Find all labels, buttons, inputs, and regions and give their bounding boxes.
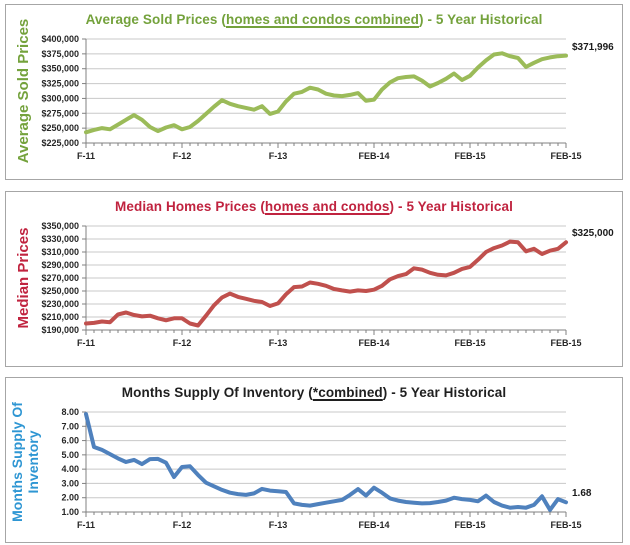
average-sold-prices-chart-panel: Average Sold Prices (homes and condos co… (5, 4, 623, 180)
x-tick-label: F-13 (269, 520, 288, 530)
y-tick-label: 7.00 (61, 421, 79, 431)
x-tick-label: FEB-15 (454, 520, 485, 530)
y-tick-label: $310,000 (41, 247, 79, 257)
y-tick-label: $290,000 (41, 260, 79, 270)
title-underlined-text: *combined (312, 385, 383, 400)
y-tick-label: $375,000 (41, 49, 79, 59)
average-sold-prices-line-chart: $400,000 $375,000 $350,000 $325,000 $300,000… (41, 34, 581, 161)
median-prices-last-value-label: $325,000 (572, 228, 614, 240)
x-tick-label: F-12 (173, 338, 192, 348)
y-tick-label: $330,000 (41, 234, 79, 244)
x-tick-label: F-11 (77, 338, 95, 348)
title-text: Median Homes Prices ( (115, 199, 265, 214)
y-tick-label: 2.00 (61, 493, 79, 503)
x-tick-label: FEB-15 (454, 338, 485, 348)
y-tick-label: $300,000 (41, 93, 79, 103)
y-tick-label: $400,000 (41, 34, 79, 44)
title-text: ) - 5 Year Historical (419, 12, 543, 27)
x-tick-label: F-13 (269, 338, 288, 348)
y-tick-label: $275,000 (41, 108, 79, 118)
x-tick-label: FEB-15 (550, 151, 581, 161)
y-tick-label: 1.00 (61, 507, 79, 517)
series-line (84, 239, 568, 328)
y-tick-label: 4.00 (61, 464, 79, 474)
y-tick-label: $270,000 (41, 273, 79, 283)
median-prices-line-chart: $350,000 $330,000 $310,000 $290,000 $270,000… (41, 221, 581, 348)
title-underlined-text: homes and condos combined (225, 12, 420, 27)
y-tick-label: 8.00 (61, 407, 79, 417)
y-tick-label: $210,000 (41, 312, 79, 322)
y-tick-label: 5.00 (61, 450, 79, 460)
title-text: Average Sold Prices ( (85, 12, 226, 27)
y-tick-label: $350,000 (41, 221, 79, 231)
median-prices-chart-title: Median Homes Prices (homes and condos) -… (6, 199, 622, 214)
x-tick-label: F-11 (77, 520, 95, 530)
y-tick-label: $230,000 (41, 299, 79, 309)
title-text: ) - 5 Year Historical (389, 199, 513, 214)
title-text: ) - 5 Year Historical (382, 385, 507, 400)
x-tick-label: FEB-15 (550, 338, 581, 348)
months-supply-chart-panel: Months Supply Of Inventory (*combined) -… (5, 377, 623, 543)
x-tick-label: F-12 (173, 151, 192, 161)
y-tick-label: $225,000 (41, 138, 79, 148)
median-prices-chart-panel: Median Homes Prices (homes and condos) -… (5, 191, 623, 367)
x-tick-label: FEB-15 (454, 151, 485, 161)
series-line (84, 51, 568, 135)
x-tick-label: FEB-14 (358, 151, 389, 161)
y-tick-label: $190,000 (41, 325, 79, 335)
y-tick-label: $350,000 (41, 64, 79, 74)
y-tick-label: $325,000 (41, 79, 79, 89)
x-tick-label: F-12 (173, 520, 192, 530)
title-underlined-text: homes and condos (264, 199, 390, 214)
average-sold-prices-chart-title: Average Sold Prices (homes and condos co… (6, 12, 622, 27)
x-tick-label: F-11 (77, 151, 95, 161)
average-sold-prices-last-value-label: $371,996 (572, 41, 614, 53)
y-tick-label: 3.00 (61, 478, 79, 488)
months-supply-last-value-label: 1.68 (572, 488, 592, 500)
y-tick-label: 6.00 (61, 436, 79, 446)
x-tick-label: FEB-14 (358, 338, 389, 348)
x-tick-label: F-13 (269, 151, 288, 161)
months-supply-line-chart: 8.00 7.00 6.00 5.00 4.00 3.00 2.00 1.00 F-11 F-12… (61, 407, 581, 530)
x-tick-label: FEB-14 (358, 520, 389, 530)
series-line (84, 412, 568, 512)
y-tick-label: $250,000 (41, 286, 79, 296)
y-tick-label: $250,000 (41, 123, 79, 133)
months-supply-chart-title: Months Supply Of Inventory (*combined) -… (6, 385, 622, 400)
title-text: Months Supply Of Inventory ( (121, 385, 313, 400)
x-tick-label: FEB-15 (550, 520, 581, 530)
